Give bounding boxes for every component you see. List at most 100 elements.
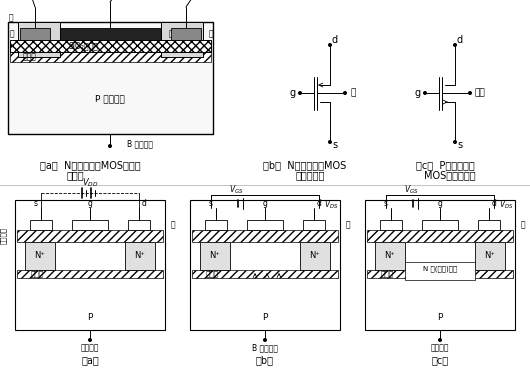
- Text: N⁺: N⁺: [135, 252, 145, 261]
- Bar: [192, 270, 338, 278]
- Text: （b）  N沟道增强型MOS: （b） N沟道增强型MOS: [263, 160, 347, 170]
- Text: g: g: [415, 88, 421, 98]
- Text: 铝: 铝: [171, 220, 175, 229]
- Text: g: g: [290, 88, 296, 98]
- Text: 铝: 铝: [346, 220, 350, 229]
- Text: g: g: [262, 199, 268, 208]
- Text: g: g: [438, 199, 443, 208]
- Text: 耗尽层: 耗尽层: [381, 271, 394, 277]
- Bar: [15, 200, 165, 330]
- Bar: [17, 270, 163, 278]
- Text: N⁺: N⁺: [310, 252, 321, 261]
- Circle shape: [264, 339, 266, 341]
- Text: SiO₂绝缘层: SiO₂绝缘层: [68, 41, 98, 50]
- Bar: [161, 22, 203, 57]
- Text: g: g: [87, 199, 92, 208]
- Bar: [200, 242, 230, 270]
- Bar: [30, 220, 52, 230]
- Text: 示意图: 示意图: [66, 170, 84, 180]
- Text: 铝: 铝: [10, 29, 14, 38]
- Bar: [365, 200, 515, 330]
- Text: （c）  P沟道增强型: （c） P沟道增强型: [416, 160, 474, 170]
- Circle shape: [423, 92, 426, 94]
- Text: 衬底引线: 衬底引线: [81, 344, 99, 353]
- Text: $V_{DS}$: $V_{DS}$: [499, 199, 513, 211]
- Text: P: P: [262, 314, 268, 323]
- Text: $V_{DS}$: $V_{DS}$: [324, 199, 338, 211]
- Bar: [60, 28, 161, 40]
- Bar: [367, 270, 513, 278]
- Text: （a）: （a）: [81, 355, 99, 365]
- Bar: [72, 220, 108, 230]
- Bar: [475, 242, 505, 270]
- Text: N⁺: N⁺: [34, 252, 46, 261]
- Text: 衬底: 衬底: [475, 88, 485, 97]
- Text: 铝: 铝: [209, 29, 213, 38]
- Text: N⁺: N⁺: [33, 34, 45, 44]
- Text: N⁺: N⁺: [385, 252, 395, 261]
- Text: $V_{DD}$: $V_{DD}$: [82, 177, 98, 189]
- Text: d: d: [332, 35, 338, 45]
- Text: 衬底引线: 衬底引线: [431, 344, 449, 353]
- Text: 管代表符号: 管代表符号: [295, 170, 325, 180]
- Bar: [478, 220, 500, 230]
- Text: N⁺: N⁺: [175, 34, 188, 44]
- Bar: [25, 242, 55, 270]
- Circle shape: [454, 44, 456, 46]
- Circle shape: [439, 339, 441, 341]
- Text: N⁺: N⁺: [484, 252, 496, 261]
- Text: d: d: [491, 199, 497, 208]
- Circle shape: [89, 339, 91, 341]
- Bar: [8, 22, 213, 134]
- Text: N 型(感生)沟道: N 型(感生)沟道: [423, 266, 457, 272]
- Bar: [192, 230, 338, 242]
- Text: 铝: 铝: [520, 220, 525, 229]
- Text: 铝: 铝: [8, 14, 13, 23]
- Circle shape: [343, 92, 346, 94]
- Bar: [375, 242, 405, 270]
- Circle shape: [109, 145, 111, 147]
- Text: 衬: 衬: [350, 88, 356, 97]
- Bar: [171, 28, 201, 40]
- Text: （b）: （b）: [256, 355, 274, 365]
- Text: B 衬底引线: B 衬底引线: [252, 344, 278, 353]
- Text: s: s: [457, 140, 463, 150]
- Circle shape: [469, 92, 471, 94]
- Bar: [303, 220, 325, 230]
- Bar: [125, 242, 155, 270]
- Text: s: s: [34, 199, 38, 208]
- Text: （a）  N沟道增强型MOS管结构: （a） N沟道增强型MOS管结构: [40, 160, 140, 170]
- Text: d: d: [316, 199, 321, 208]
- Text: 铝: 铝: [169, 29, 173, 38]
- Text: d: d: [142, 199, 146, 208]
- Bar: [422, 220, 458, 230]
- Text: N⁺: N⁺: [209, 252, 220, 261]
- Text: MOS管代表符号: MOS管代表符号: [424, 170, 476, 180]
- Circle shape: [299, 92, 301, 94]
- Bar: [10, 52, 211, 62]
- Bar: [18, 22, 60, 57]
- Circle shape: [329, 44, 331, 46]
- Text: $V_{GS}$: $V_{GS}$: [404, 184, 418, 196]
- Text: d: d: [457, 35, 463, 45]
- Text: s: s: [332, 140, 338, 150]
- Bar: [128, 220, 150, 230]
- Bar: [380, 220, 402, 230]
- Circle shape: [454, 141, 456, 143]
- Bar: [405, 262, 475, 280]
- Text: 耗尽层: 耗尽层: [30, 271, 43, 277]
- Bar: [10, 40, 211, 52]
- Text: P: P: [437, 314, 443, 323]
- Text: s: s: [384, 199, 388, 208]
- Text: P 型硅衬底: P 型硅衬底: [95, 94, 125, 103]
- Text: 耗尽层: 耗尽层: [23, 53, 37, 62]
- Bar: [20, 28, 50, 40]
- Text: 二氧化硅: 二氧化硅: [0, 227, 6, 244]
- Bar: [17, 230, 163, 242]
- Text: $V_{GS}$: $V_{GS}$: [229, 184, 243, 196]
- Bar: [190, 200, 340, 330]
- Text: （c）: （c）: [431, 355, 448, 365]
- Bar: [247, 220, 283, 230]
- Text: B 衬底引线: B 衬底引线: [127, 139, 153, 149]
- Text: 耗尽层: 耗尽层: [206, 271, 218, 277]
